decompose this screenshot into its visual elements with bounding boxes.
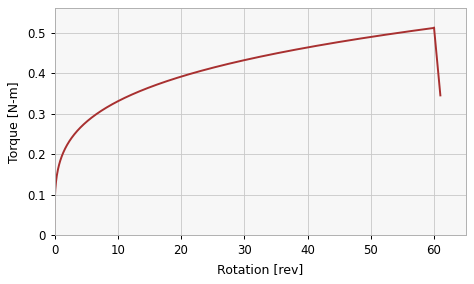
Y-axis label: Torque [N-m]: Torque [N-m] (9, 81, 21, 162)
X-axis label: Rotation [rev]: Rotation [rev] (217, 263, 303, 276)
